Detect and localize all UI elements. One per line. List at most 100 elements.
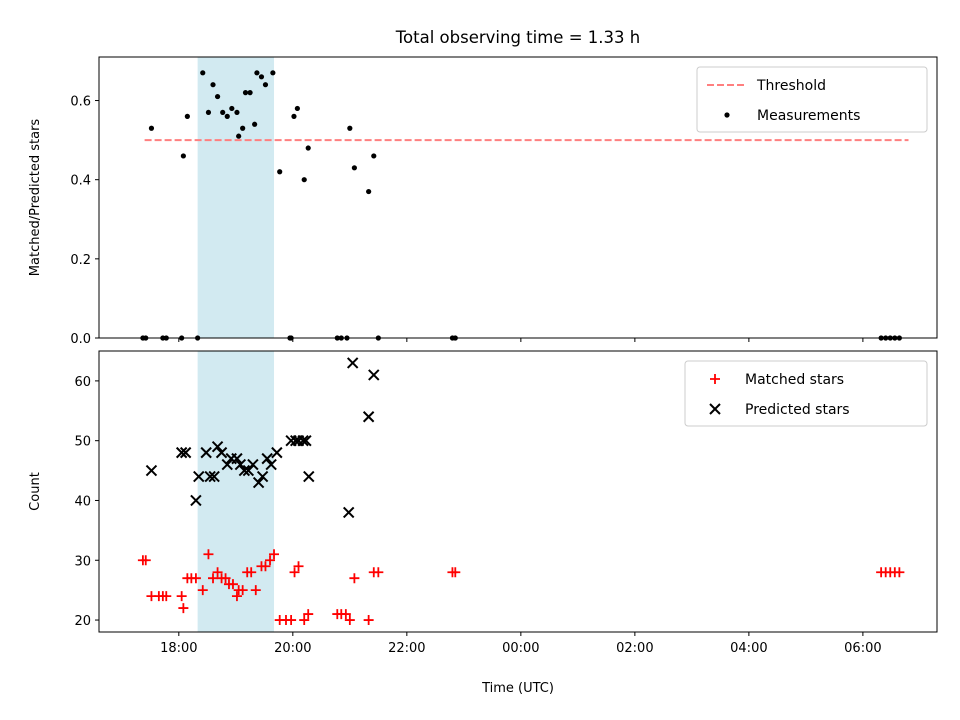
- y-tick-label: 40: [74, 494, 91, 509]
- measurement-point: [294, 105, 300, 112]
- matched-star-point: [220, 573, 231, 584]
- predicted-star-point: [190, 494, 202, 507]
- matched-star-point: [373, 567, 384, 578]
- x-tick-label: 22:00: [388, 641, 425, 656]
- predicted-star-point: [238, 464, 251, 477]
- matched-star-point: [231, 591, 242, 602]
- predicted-star-point: [362, 411, 375, 423]
- legend-box: [684, 360, 928, 427]
- matched-star-point: [450, 567, 461, 578]
- observing-span-highlight: [197, 351, 275, 632]
- x-axis-label: Time (UTC): [481, 681, 554, 696]
- chart-title: Total observing time = 1.33 h: [395, 28, 640, 47]
- matched-star-point: [197, 585, 208, 596]
- matched-star-point: [289, 567, 300, 578]
- matched-star-point: [178, 603, 189, 614]
- matched-star-point: [250, 585, 261, 596]
- matched-star-point: [340, 609, 351, 620]
- predicted-star-point: [193, 470, 205, 483]
- panel-counts: 18:00 20:00 22:00 00:00 02:00 04:00 06:00 20 30 4…: [28, 350, 938, 656]
- measurement-point: [347, 125, 353, 131]
- axes-frame: [98, 56, 938, 339]
- measurement-point: [184, 113, 190, 119]
- predicted-star-point: [231, 452, 243, 465]
- measurement-point: [236, 133, 242, 139]
- x-tick-label: 04:00: [730, 641, 767, 656]
- matched-star-point: [344, 615, 355, 626]
- matched-star-point: [349, 573, 360, 584]
- legend-label: Measurements: [757, 108, 860, 124]
- panel-ratio: 0.0 0.2 0.4 0.6 Matched/Predicted stars Thres…: [28, 56, 938, 347]
- measurement-point: [301, 177, 307, 183]
- measurement-point: [277, 169, 283, 175]
- y-tick-label: 0.2: [70, 253, 91, 268]
- predicted-star-point: [215, 446, 228, 459]
- y-tick-label: 30: [74, 554, 91, 569]
- predicted-star-point: [179, 446, 192, 459]
- matched-star-point: [894, 567, 905, 578]
- y-tick-label: 50: [74, 435, 91, 450]
- matched-star-point: [265, 555, 276, 566]
- x-tick-label: 02:00: [616, 641, 653, 656]
- measurement-point: [291, 113, 297, 119]
- predicted-star-point: [342, 506, 355, 519]
- observing-span-highlight: [197, 57, 275, 338]
- y-axis-label: Count: [28, 472, 43, 511]
- matched-star-point: [237, 585, 248, 596]
- x-tick-label: 20:00: [274, 641, 311, 656]
- matched-star-point: [212, 567, 223, 578]
- measurement-point: [262, 82, 269, 88]
- measurement-point: [234, 109, 240, 116]
- y-tick-label: 60: [74, 375, 91, 390]
- legend-measurement-swatch: [724, 112, 730, 118]
- predicted-star-point: [204, 470, 216, 483]
- predicted-star-point: [242, 464, 255, 477]
- predicted-star-point: [200, 446, 212, 459]
- matched-star-point: [299, 615, 310, 626]
- legend-box: [696, 66, 928, 133]
- measurement-point: [240, 125, 246, 131]
- measurement-point: [252, 121, 258, 127]
- measurement-point: [210, 82, 216, 88]
- measurement-point: [270, 70, 276, 76]
- y-tick-label: 0.0: [70, 332, 91, 347]
- matched-star-point: [140, 555, 151, 566]
- predicted-star-point: [234, 458, 247, 471]
- predicted-star-point: [247, 458, 259, 471]
- matched-star-point: [303, 609, 314, 620]
- predicted-star-point: [252, 476, 265, 489]
- matched-star-point: [363, 615, 374, 626]
- predicted-star-point: [346, 357, 359, 369]
- matched-star-point: [203, 549, 214, 560]
- predicted-star-point: [265, 458, 277, 471]
- measurement-point: [220, 109, 226, 116]
- predicted-star-point: [271, 446, 283, 459]
- predicted-star-point: [303, 470, 315, 483]
- predicted-star-point: [297, 434, 309, 447]
- measurement-point: [180, 153, 186, 159]
- predicted-star-point: [261, 452, 273, 465]
- matched-star-point: [227, 579, 238, 590]
- predicted-star-point: [256, 470, 269, 483]
- y-axis-label: Matched/Predicted stars: [28, 119, 43, 277]
- x-tick-label: 06:00: [844, 641, 881, 656]
- predicted-star-point: [221, 458, 233, 471]
- y-tick-label: 0.6: [70, 95, 91, 110]
- measurement-point: [366, 188, 372, 195]
- measurement-point: [371, 153, 377, 159]
- measurement-point: [224, 113, 230, 119]
- measurement-point: [205, 109, 212, 116]
- measurement-point: [229, 105, 235, 112]
- measurement-point: [242, 90, 249, 96]
- predicted-star-point: [145, 464, 158, 477]
- predicted-star-point: [300, 434, 312, 447]
- legend-label: Matched stars: [745, 372, 844, 388]
- matched-star-point: [176, 591, 187, 602]
- matched-star-point: [161, 591, 172, 602]
- matched-star-point: [293, 561, 304, 572]
- x-tick-label: 00:00: [502, 641, 539, 656]
- measurement-point: [148, 125, 155, 131]
- matched-star-point: [208, 573, 219, 584]
- legend-matched-swatch: [710, 374, 720, 384]
